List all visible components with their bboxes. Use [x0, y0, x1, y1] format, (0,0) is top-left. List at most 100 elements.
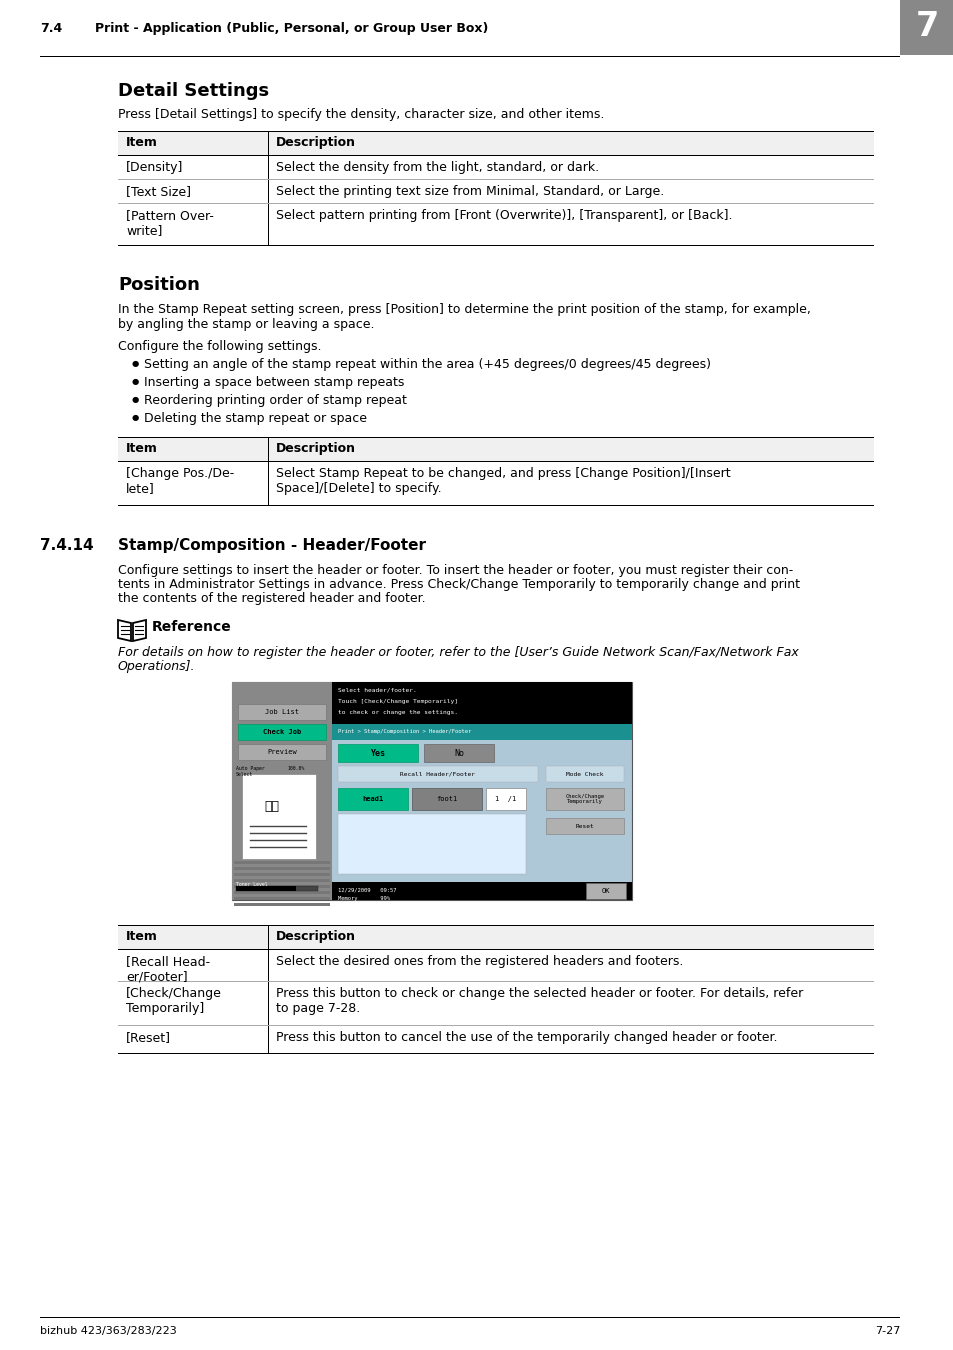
Text: Recall Header/Footer: Recall Header/Footer	[400, 771, 475, 776]
Text: Press this button to check or change the selected header or footer. For details,: Press this button to check or change the…	[275, 987, 802, 1015]
Bar	[268, 132, 269, 246]
Text: Setting an angle of the stamp repeat within the area (+45 degrees/0 degrees/45 d: Setting an angle of the stamp repeat wit…	[144, 358, 710, 371]
Text: [Change Pos./De-
lete]: [Change Pos./De- lete]	[126, 467, 234, 495]
Text: bizhub 423/363/283/223: bizhub 423/363/283/223	[40, 1326, 176, 1336]
Bar	[485, 788, 525, 810]
Text: Check/Change
Temporarily: Check/Change Temporarily	[565, 794, 604, 805]
Bar	[118, 437, 873, 462]
Text: head1: head1	[362, 796, 383, 802]
Text: [Recall Head-
er/Footer]: [Recall Head- er/Footer]	[126, 954, 210, 983]
Bar	[232, 682, 631, 900]
Bar	[233, 896, 330, 900]
Bar	[235, 886, 295, 891]
Bar	[118, 244, 873, 246]
Text: Inserting a space between stamp repeats: Inserting a space between stamp repeats	[144, 377, 404, 389]
Bar	[233, 891, 330, 894]
Bar	[337, 788, 408, 810]
Bar	[235, 886, 317, 891]
Bar	[118, 436, 873, 437]
Bar	[118, 132, 873, 157]
Text: [Check/Change
Temporarily]: [Check/Change Temporarily]	[126, 987, 222, 1015]
Text: 7-27: 7-27	[874, 1326, 899, 1336]
Text: Position: Position	[118, 275, 200, 294]
Text: Stamp/Composition - Header/Footer: Stamp/Composition - Header/Footer	[118, 539, 426, 553]
Bar	[332, 882, 631, 900]
Text: Select the printing text size from Minimal, Standard, or Large.: Select the printing text size from Minim…	[275, 185, 663, 198]
Text: Reference: Reference	[152, 620, 232, 634]
Bar	[233, 867, 330, 869]
Text: by angling the stamp or leaving a space.: by angling the stamp or leaving a space.	[118, 319, 375, 331]
Bar	[412, 788, 481, 810]
Bar	[268, 437, 269, 506]
Text: 100.0%: 100.0%	[287, 765, 304, 771]
Bar	[545, 788, 623, 810]
Text: [Text Size]: [Text Size]	[126, 185, 191, 198]
Bar	[232, 682, 332, 900]
Bar	[233, 879, 330, 882]
Bar	[545, 765, 623, 782]
Text: Select the desired ones from the registered headers and footers.: Select the desired ones from the registe…	[275, 954, 682, 968]
Text: [Pattern Over-
write]: [Pattern Over- write]	[126, 209, 213, 238]
Bar	[337, 814, 525, 873]
Text: Select pattern printing from [Front (Overwrite)], [Transparent], or [Back].: Select pattern printing from [Front (Ove…	[275, 209, 732, 221]
Text: Item: Item	[126, 136, 157, 148]
Text: No: No	[454, 748, 463, 757]
Text: Memory       99%: Memory 99%	[337, 896, 390, 900]
Bar	[423, 744, 494, 761]
Text: Description: Description	[275, 136, 355, 148]
Text: Print - Application (Public, Personal, or Group User Box): Print - Application (Public, Personal, o…	[95, 22, 488, 35]
Text: Select header/footer.: Select header/footer.	[337, 688, 416, 693]
Text: OK: OK	[601, 888, 610, 894]
Text: Mode Check: Mode Check	[566, 771, 603, 776]
Text: Select the density from the light, standard, or dark.: Select the density from the light, stand…	[275, 161, 598, 174]
Text: Configure the following settings.: Configure the following settings.	[118, 340, 321, 352]
Bar	[233, 886, 330, 888]
Bar	[118, 131, 873, 132]
Bar	[242, 774, 315, 859]
Text: Reordering printing order of stamp repeat: Reordering printing order of stamp repea…	[144, 394, 406, 406]
Bar	[233, 903, 330, 906]
Text: 7.4: 7.4	[40, 22, 62, 35]
Text: Job List: Job List	[265, 709, 298, 716]
Text: [Reset]: [Reset]	[126, 1031, 171, 1044]
Bar	[585, 883, 625, 899]
Bar	[899, 0, 953, 55]
Bar	[118, 1053, 873, 1054]
Bar	[237, 744, 326, 760]
Text: the contents of the registered header and footer.: the contents of the registered header an…	[118, 593, 425, 605]
Bar	[237, 703, 326, 720]
Text: Description: Description	[275, 930, 355, 944]
Bar	[545, 818, 623, 834]
Bar	[337, 765, 537, 782]
Text: tents in Administrator Settings in advance. Press Check/Change Temporarily to te: tents in Administrator Settings in advan…	[118, 578, 800, 591]
Bar	[337, 744, 417, 761]
Text: Operations].: Operations].	[118, 660, 195, 674]
Text: Item: Item	[126, 441, 157, 455]
Text: Select Stamp Repeat to be changed, and press [Change Position]/[Insert
Space]/[D: Select Stamp Repeat to be changed, and p…	[275, 467, 730, 495]
Bar	[237, 724, 326, 740]
Text: Press this button to cancel the use of the temporarily changed header or footer.: Press this button to cancel the use of t…	[275, 1031, 777, 1044]
Text: 👤👤: 👤👤	[264, 799, 279, 813]
Text: 7: 7	[915, 11, 938, 43]
Bar	[332, 682, 631, 724]
Bar	[233, 861, 330, 864]
Text: Configure settings to insert the header or footer. To insert the header or foote: Configure settings to insert the header …	[118, 564, 792, 576]
Bar	[118, 460, 873, 462]
Bar	[118, 505, 873, 506]
Text: Description: Description	[275, 441, 355, 455]
Text: [Density]: [Density]	[126, 161, 183, 174]
Text: Detail Settings: Detail Settings	[118, 82, 269, 100]
Text: 1  /1: 1 /1	[495, 796, 517, 802]
Bar	[332, 724, 631, 740]
Bar	[40, 55, 899, 57]
Bar	[118, 154, 873, 157]
Bar	[268, 926, 269, 1054]
Text: ●: ●	[132, 359, 139, 369]
Text: Print > Stamp/Composition > Header/Footer: Print > Stamp/Composition > Header/Foote…	[337, 729, 471, 734]
Text: Yes: Yes	[370, 748, 385, 757]
Bar	[233, 873, 330, 876]
Text: Toner Level: Toner Level	[235, 882, 268, 887]
Text: 12/29/2009   09:57: 12/29/2009 09:57	[337, 888, 396, 892]
Bar	[118, 925, 873, 926]
Text: foot1: foot1	[436, 796, 457, 802]
